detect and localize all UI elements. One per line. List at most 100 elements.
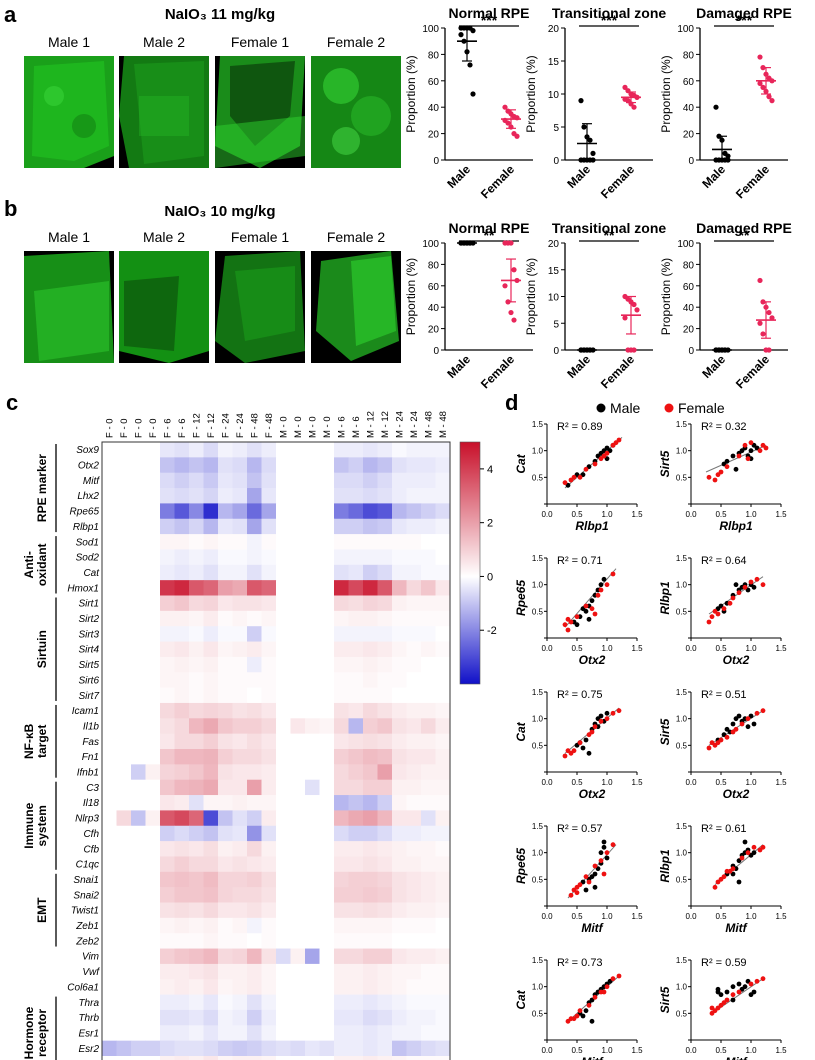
y-tick-label: 0.5 <box>532 875 544 884</box>
heatmap-cell <box>406 1025 422 1042</box>
heatmap-cell <box>406 1040 422 1057</box>
heatmap-cell <box>160 795 175 811</box>
heatmap-cell <box>435 779 451 796</box>
heatmap-cell <box>276 1009 291 1026</box>
heatmap-cell <box>116 718 132 735</box>
heatmap-cell <box>290 1040 306 1057</box>
heatmap-cell <box>377 656 393 673</box>
heatmap-cell <box>102 656 117 673</box>
female-point <box>724 997 730 1003</box>
heatmap-cell <box>232 856 248 873</box>
heatmap-cell <box>377 749 393 765</box>
micrograph-label-a-4: Female 2 <box>326 34 386 50</box>
heatmap-cell <box>203 979 219 995</box>
row-label: Rpe65 <box>70 507 100 518</box>
heatmap-cell <box>261 1025 277 1042</box>
heatmap-cell <box>421 718 436 735</box>
heatmap-cell <box>247 442 262 458</box>
heatmap-cell <box>189 779 204 796</box>
heatmap-cell <box>363 580 378 596</box>
row-label: Hmox1 <box>67 583 99 594</box>
data-point <box>725 153 731 159</box>
y-tick-label: 0.5 <box>532 607 544 616</box>
heatmap-cell <box>363 457 378 474</box>
heatmap-cell <box>334 472 349 489</box>
heatmap-cell <box>377 979 393 995</box>
heatmap-cell <box>290 549 306 566</box>
x-tick-label: 1.5 <box>775 644 787 653</box>
heatmap-cell <box>232 841 248 857</box>
heatmap-cell <box>392 749 407 765</box>
x-tick-label: 0.5 <box>571 912 583 921</box>
male-point <box>730 721 736 727</box>
heatmap-cell <box>145 856 161 873</box>
heatmap-cell <box>392 841 407 857</box>
heatmap-cell <box>145 887 161 903</box>
heatmap-cell <box>334 656 349 673</box>
female-point <box>583 874 589 880</box>
scale-tick-label: 2 <box>487 518 493 530</box>
heatmap-cell <box>319 795 335 811</box>
heatmap-cell <box>261 718 277 735</box>
male-point <box>751 721 757 727</box>
x-tick-label: 1.5 <box>631 912 643 921</box>
heatmap-cell <box>377 718 393 735</box>
heatmap-cell <box>334 549 349 566</box>
heatmap-cell <box>160 518 175 535</box>
heatmap-cell <box>102 1025 117 1042</box>
heatmap-cell <box>116 687 132 704</box>
heatmap-cell <box>174 718 190 735</box>
heatmap-cell <box>203 795 219 811</box>
heatmap-cell <box>363 917 378 934</box>
heatmap-cell <box>377 488 393 504</box>
dotplot-a-0: Normal RPE 0 20 40 60 80 100 Proportion (%) Male… <box>404 5 533 201</box>
heatmap-cell <box>232 549 248 566</box>
heatmap-cell <box>305 672 320 688</box>
heatmap-cell <box>421 810 436 827</box>
female-point <box>598 858 604 864</box>
y-tick-label: 80 <box>428 260 440 271</box>
female-point <box>616 437 622 443</box>
column-label: F - 0 <box>133 418 144 438</box>
male-point <box>751 584 757 590</box>
heatmap-cell <box>334 979 349 995</box>
heatmap-cell <box>363 871 378 888</box>
heatmap-cell <box>276 841 291 857</box>
heatmap-cell <box>348 564 364 581</box>
heatmap-cell <box>145 917 161 934</box>
heatmap-cell <box>261 442 277 458</box>
data-point <box>581 124 587 130</box>
x-tick-label: 0.5 <box>571 510 583 519</box>
heatmap-cell <box>189 825 204 842</box>
heatmap-cell <box>377 933 393 949</box>
heatmap-cell <box>203 948 219 965</box>
female-point <box>610 976 616 982</box>
heatmap-cell <box>363 534 378 550</box>
heatmap-cell <box>305 825 320 842</box>
row-label: Sirt2 <box>78 614 99 625</box>
female-point <box>739 855 745 861</box>
heatmap-cell <box>247 902 262 919</box>
x-tick-label: 0.0 <box>541 644 553 653</box>
heatmap-cell <box>247 1009 262 1026</box>
micrograph-a-female-1 <box>215 56 305 168</box>
heatmap-cell <box>174 917 190 934</box>
heatmap-cell <box>377 626 393 642</box>
heatmap-cell <box>421 641 436 658</box>
heatmap-cell <box>218 917 233 934</box>
column-label: M - 12 <box>380 411 391 438</box>
y-tick-label: 1.0 <box>532 849 544 858</box>
heatmap-cell <box>232 518 248 535</box>
female-point <box>568 477 574 483</box>
heatmap-cell <box>276 979 291 995</box>
heatmap-cell <box>116 1056 132 1060</box>
heatmap-cell <box>305 626 320 642</box>
heatmap-cell <box>203 656 219 673</box>
data-point <box>766 309 772 316</box>
heatmap-cell <box>319 457 335 474</box>
heatmap-cell <box>435 933 451 949</box>
heatmap-cell <box>392 472 407 489</box>
scatter-plot-8: 0.0 0.5 0.5 1.0 1.0 1.5 1.5 Mitf Rlbp1 R² = 0.61 <box>658 822 787 935</box>
column-label: M - 6 <box>336 416 347 438</box>
micrograph-b-female-2 <box>311 251 401 363</box>
